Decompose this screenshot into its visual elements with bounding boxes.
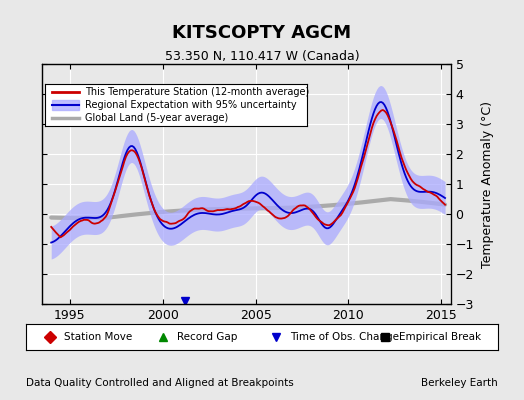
Bar [52,100,79,110]
Text: Empirical Break: Empirical Break [399,332,481,342]
Text: 53.350 N, 110.417 W (Canada): 53.350 N, 110.417 W (Canada) [165,50,359,63]
Text: KITSCOPTY AGCM: KITSCOPTY AGCM [172,24,352,42]
Text: Time of Obs. Change: Time of Obs. Change [290,332,399,342]
Text: This Temperature Station (12-month average): This Temperature Station (12-month avera… [85,87,309,97]
Text: Berkeley Earth: Berkeley Earth [421,378,498,388]
Text: Data Quality Controlled and Aligned at Breakpoints: Data Quality Controlled and Aligned at B… [26,378,294,388]
Text: Station Move: Station Move [64,332,132,342]
Text: Global Land (5-year average): Global Land (5-year average) [85,114,228,124]
Text: Record Gap: Record Gap [177,332,237,342]
Text: Regional Expectation with 95% uncertainty: Regional Expectation with 95% uncertaint… [85,100,297,110]
Y-axis label: Temperature Anomaly (°C): Temperature Anomaly (°C) [481,100,494,268]
